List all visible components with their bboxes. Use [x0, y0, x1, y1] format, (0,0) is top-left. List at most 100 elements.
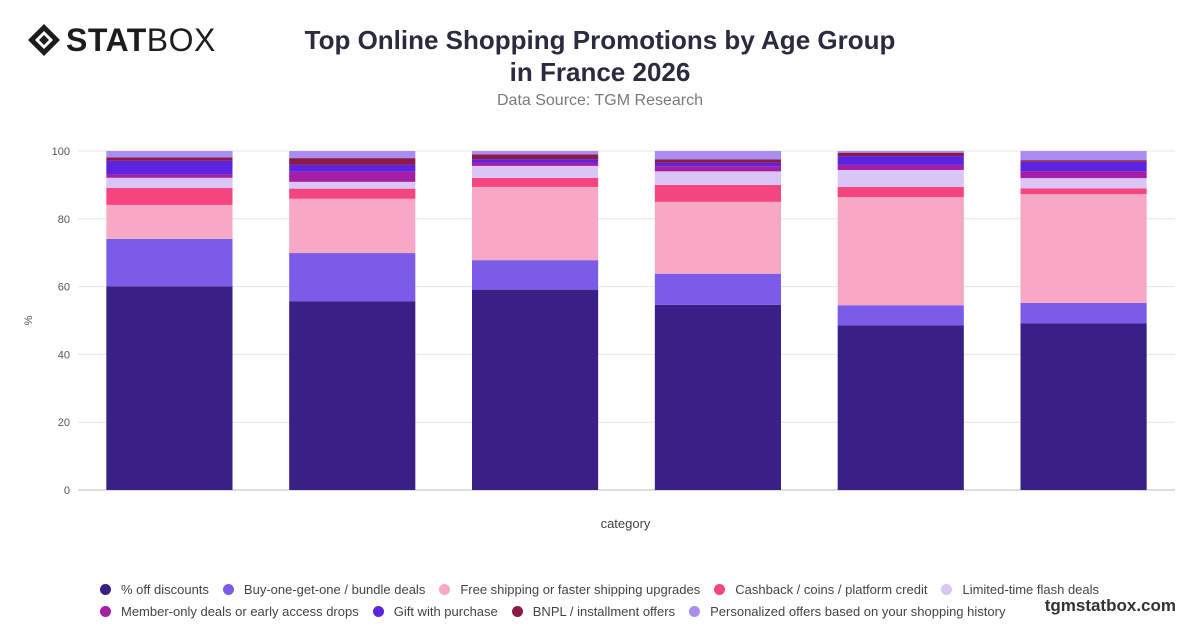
bar-segment-9-category-4 — [654, 151, 781, 160]
bar-segment-6-category-6 — [1020, 171, 1147, 179]
chart-title: Top Online Shopping Promotions by Age Gr… — [304, 25, 896, 87]
bar-segment-9-category-6 — [1020, 151, 1147, 161]
legend-label: Cashback / coins / platform credit — [735, 581, 928, 597]
bar-segment-5-category-4 — [654, 171, 781, 185]
bar-segment-7-category-2 — [289, 164, 416, 172]
bar-segment-6-category-2 — [289, 171, 416, 182]
bar-segment-2-category-4 — [654, 273, 781, 305]
statbox-logo: STATBOX — [26, 22, 216, 58]
bar-segment-1-category-6 — [1020, 323, 1147, 490]
y-tick-label: 20 — [58, 417, 70, 429]
legend-swatch — [439, 583, 451, 595]
legend-swatch — [222, 583, 234, 595]
legend-item: Free shipping or faster shipping upgrade… — [439, 582, 700, 597]
bar-segment-9-category-3 — [472, 151, 599, 155]
legend-item: Buy-one-get-one / bundle deals — [222, 581, 426, 597]
bar-segment-9-category-2 — [289, 151, 416, 159]
bar-segment-8-category-1 — [106, 157, 233, 161]
y-tick-label: 60 — [58, 282, 70, 294]
legend-swatch — [100, 583, 111, 595]
bar-segment-3-category-3 — [472, 186, 599, 261]
legend-label: BNPL / installment offers — [532, 603, 676, 619]
legend-swatch — [511, 605, 523, 617]
legend-item: Gift with purchase — [372, 603, 498, 619]
bar-segment-9-category-5 — [837, 151, 964, 153]
legend-swatch — [689, 605, 701, 617]
bar-segment-2-category-2 — [289, 253, 416, 302]
logo-text-bold: STAT — [66, 22, 147, 58]
x-axis-label: category — [601, 516, 651, 531]
y-tick-label: 80 — [58, 214, 70, 226]
bar-segment-5-category-6 — [1020, 178, 1147, 189]
bar-segment-7-category-4 — [654, 162, 781, 167]
legend-row: Member-only deals or early access drops G… — [100, 600, 1100, 622]
bar-segment-1-category-5 — [837, 325, 964, 490]
legend-label: % off discounts — [121, 581, 209, 597]
bar-segment-5-category-2 — [289, 181, 416, 189]
legend-label: Gift with purchase — [393, 603, 498, 619]
bar-segment-8-category-3 — [472, 154, 599, 160]
statbox-logo-icon — [28, 24, 60, 56]
bar-segment-6-category-3 — [472, 162, 599, 166]
legend-item: Limited-time flash deals — [941, 582, 1099, 597]
bar-segment-7-category-1 — [106, 160, 233, 175]
logo-wordmark: STATBOX — [66, 22, 216, 58]
legend-swatch — [100, 605, 111, 617]
bar-segment-1-category-4 — [654, 304, 781, 490]
legend-label: Free shipping or faster shipping upgrade… — [460, 581, 701, 597]
bar-segment-1-category-3 — [472, 289, 599, 490]
legend-swatch — [714, 583, 726, 595]
bar-segment-9-category-1 — [106, 151, 233, 158]
chart-subtitle: Data Source: TGM Research — [496, 92, 703, 109]
legend-item: Cashback / coins / platform credit — [714, 582, 927, 597]
legend-swatch — [372, 605, 384, 617]
bar-segment-5-category-3 — [472, 165, 599, 178]
bar-segment-6-category-1 — [106, 174, 233, 178]
legend-label: Buy-one-get-one / bundle deals — [243, 581, 426, 597]
bar-segment-5-category-1 — [106, 177, 233, 188]
chart-legend: % off discounts Buy-one-get-one / bundle … — [100, 578, 1100, 622]
bar-segment-4-category-1 — [106, 187, 233, 205]
stacked-bar-chart: 0 20 40 60 80 100% category — [23, 146, 1175, 531]
bar-segment-3-category-6 — [1020, 194, 1147, 303]
watermark: tgmstatbox.com — [1044, 596, 1176, 615]
bar-segment-2-category-3 — [472, 260, 599, 290]
bar-segment-6-category-4 — [654, 166, 781, 172]
y-tick-label: 0 — [64, 485, 70, 497]
bar-segment-8-category-4 — [654, 159, 781, 163]
bar-segment-3-category-4 — [654, 201, 781, 274]
legend-label: Limited-time flash deals — [962, 581, 1100, 597]
bar-segment-8-category-5 — [837, 152, 964, 157]
bar-segment-3-category-2 — [289, 198, 416, 254]
y-tick-label: 40 — [58, 349, 70, 361]
bar-segment-3-category-1 — [106, 204, 233, 239]
legend-label: Member-only deals or early access drops — [121, 603, 359, 619]
bar-segment-4-category-2 — [289, 188, 416, 199]
bar-segment-4-category-5 — [837, 186, 964, 198]
bar-segment-2-category-1 — [106, 238, 233, 287]
legend-item: BNPL / installment offers — [511, 603, 676, 619]
legend-swatch — [941, 583, 953, 595]
bar-segment-4-category-6 — [1020, 188, 1147, 195]
bar-segment-7-category-5 — [837, 156, 964, 165]
bar-segment-4-category-3 — [472, 177, 599, 187]
bar-segment-8-category-6 — [1020, 160, 1147, 162]
legend-item: Member-only deals or early access drops — [100, 604, 359, 619]
bar-segment-3-category-5 — [837, 197, 964, 306]
bar-segment-8-category-2 — [289, 158, 416, 165]
legend-item: % off discounts — [100, 582, 209, 597]
bar-segment-2-category-6 — [1020, 302, 1147, 324]
bar-segment-4-category-4 — [654, 184, 781, 202]
bar-segment-1-category-2 — [289, 301, 416, 490]
legend-row: % off discounts Buy-one-get-one / bundle … — [100, 578, 1100, 600]
y-axis-label: % — [23, 315, 35, 325]
y-tick-label: 100 — [52, 146, 70, 158]
bar-segment-5-category-5 — [837, 169, 964, 187]
bar-segment-7-category-3 — [472, 159, 599, 163]
logo-text-light: BOX — [146, 22, 216, 58]
bar-segment-7-category-6 — [1020, 161, 1147, 172]
legend-item: Personalized offers based on your shoppi… — [689, 604, 1005, 619]
bar-segment-1-category-1 — [106, 286, 233, 490]
bar-segment-2-category-5 — [837, 305, 964, 326]
legend-label: Personalized offers based on your shoppi… — [710, 603, 1006, 619]
